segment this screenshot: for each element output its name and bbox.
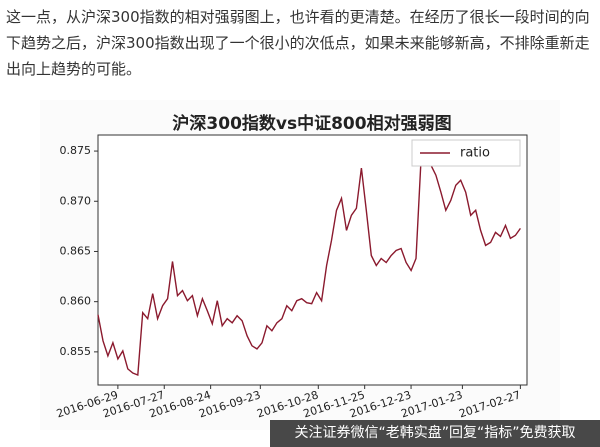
chart-title: 沪深300指数vs中证800相对强弱图 bbox=[172, 113, 451, 134]
series-line bbox=[97, 142, 521, 377]
y-tick-label: 0.860 bbox=[60, 295, 92, 308]
plot-frame bbox=[97, 134, 528, 386]
article-paragraph: 这一点，从沪深300指数的相对强弱图上，也许看的更清楚。在经历了很长一段时间的向… bbox=[6, 8, 590, 78]
watermark: 关注证券微信“老韩实盘”回复“指标”免费获取 bbox=[270, 420, 600, 447]
y-tick-label: 0.855 bbox=[60, 345, 92, 358]
y-tick-label: 0.865 bbox=[60, 244, 92, 257]
legend-label: ratio bbox=[460, 146, 490, 161]
y-tick-label: 0.870 bbox=[60, 194, 92, 207]
y-tick-label: 0.875 bbox=[60, 144, 92, 157]
